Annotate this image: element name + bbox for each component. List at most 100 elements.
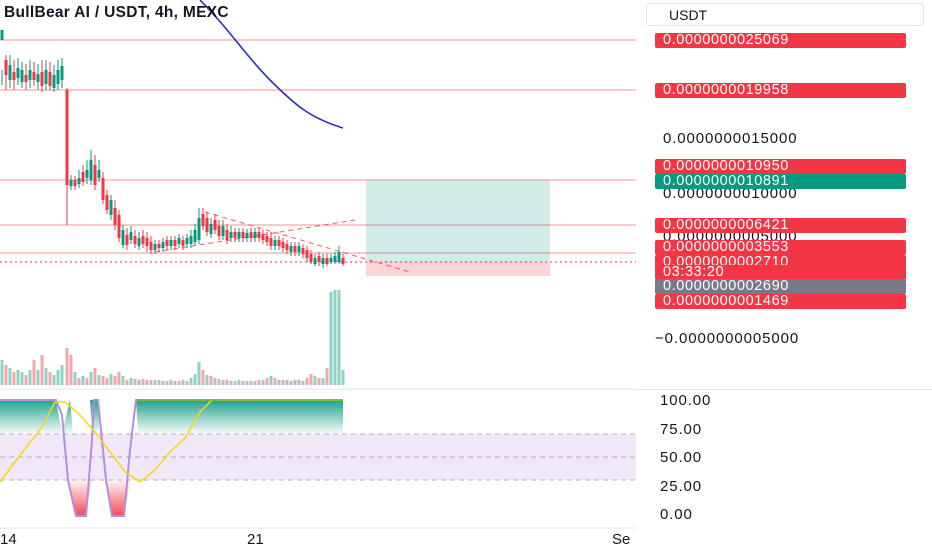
- price-tag: 0.0000000003553: [655, 240, 906, 255]
- candle-body: [4, 60, 8, 75]
- candle-body: [0, 30, 4, 40]
- oscillator-tick: 25.00: [660, 478, 703, 495]
- candle-body: [265, 236, 269, 242]
- candle-body: [197, 218, 201, 240]
- candle-body: [253, 232, 257, 238]
- currency-selector[interactable]: USDT: [646, 3, 924, 26]
- volume-bar: [281, 380, 285, 385]
- volume-bar: [313, 376, 317, 385]
- volume-bar: [77, 378, 81, 385]
- volume-bar: [193, 374, 197, 385]
- candle-body: [44, 70, 48, 84]
- candle-body: [157, 244, 161, 248]
- candle-body: [56, 70, 60, 84]
- volume-bar: [325, 368, 329, 385]
- candle-body: [32, 72, 36, 80]
- price-tag: 0.0000000010950: [655, 159, 906, 174]
- candle-body: [277, 240, 281, 246]
- volume-bar: [257, 380, 261, 385]
- candle-body: [189, 236, 193, 244]
- candle-body: [165, 240, 169, 246]
- volume-bar: [225, 380, 229, 385]
- volume-bar: [245, 381, 249, 385]
- candle-body: [97, 170, 101, 178]
- volume-bar: [181, 380, 185, 385]
- volume-bar: [121, 376, 125, 385]
- volume-bar: [341, 370, 345, 385]
- volume-bar: [289, 381, 293, 385]
- volume-bar: [12, 372, 16, 385]
- candle-body: [101, 178, 105, 200]
- candle-body: [89, 160, 93, 180]
- candle-body: [145, 238, 149, 246]
- candle-body: [36, 74, 40, 82]
- candle-body: [153, 244, 157, 250]
- volume-bar: [60, 365, 64, 385]
- volume-bar: [145, 380, 149, 385]
- candle-body: [249, 232, 253, 238]
- candle-body: [205, 218, 209, 232]
- volume-bar: [153, 380, 157, 385]
- candle-body: [297, 246, 301, 252]
- oscillator-tick: 0.00: [660, 506, 693, 523]
- candlesticks: [0, 30, 345, 268]
- volume-bar: [32, 360, 36, 385]
- candle-body: [85, 170, 89, 178]
- volume-bar: [261, 380, 265, 385]
- volume-bar: [173, 381, 177, 385]
- candle-body: [301, 248, 305, 254]
- volume-bar: [237, 380, 241, 385]
- candle-body: [16, 68, 20, 78]
- candle-body: [105, 195, 109, 210]
- volume-bar: [52, 375, 56, 385]
- candle-body: [48, 72, 52, 86]
- oscillator-tick: 75.00: [660, 421, 703, 438]
- price-tag: 0.0000000019958: [655, 83, 906, 98]
- volume-bar: [133, 379, 137, 385]
- oscillator-tick: 50.00: [660, 449, 703, 466]
- candle-body: [289, 246, 293, 252]
- volume-bar: [329, 292, 333, 385]
- candle-body: [8, 65, 12, 80]
- price-tag: 0.0000000025069: [655, 33, 906, 48]
- volume-bar: [205, 375, 209, 385]
- moving-average-line: [199, 0, 344, 129]
- volume-bar: [169, 380, 173, 385]
- candle-body: [117, 215, 121, 238]
- candle-body: [333, 256, 337, 262]
- volume-bar: [141, 379, 145, 385]
- volume-bar: [20, 372, 24, 385]
- volume-bar: [197, 362, 201, 385]
- volume-bar: [101, 376, 105, 385]
- time-label: 14: [0, 531, 17, 548]
- price-chart[interactable]: [0, 0, 636, 550]
- volume-bar: [4, 365, 8, 385]
- candle-body: [109, 200, 113, 215]
- candle-body: [137, 238, 141, 246]
- volume-bar: [249, 381, 253, 385]
- candle-body: [52, 75, 56, 88]
- volume-bar: [113, 376, 117, 385]
- candle-body: [169, 240, 173, 246]
- volume-bar: [161, 381, 165, 385]
- volume-bar: [36, 370, 40, 385]
- volume-bar: [293, 380, 297, 385]
- volume-bar: [297, 380, 301, 385]
- volume-bar: [321, 378, 325, 385]
- volume-bar: [333, 290, 337, 385]
- time-label: 21: [247, 531, 264, 548]
- candle-body: [309, 254, 313, 262]
- position-loss-zone[interactable]: [366, 261, 550, 276]
- volume-bar: [89, 372, 93, 385]
- volume-bar: [137, 380, 141, 385]
- candle-body: [69, 180, 73, 186]
- volume-bar: [0, 360, 4, 385]
- volume-bar: [253, 381, 257, 385]
- position-profit-zone[interactable]: [366, 180, 550, 261]
- candle-body: [28, 70, 32, 80]
- price-tag: 0.0000000006421: [655, 218, 906, 233]
- volume-bar: [105, 378, 109, 385]
- volume-bar: [117, 372, 121, 385]
- candle-body: [209, 224, 213, 234]
- candle-body: [233, 232, 237, 238]
